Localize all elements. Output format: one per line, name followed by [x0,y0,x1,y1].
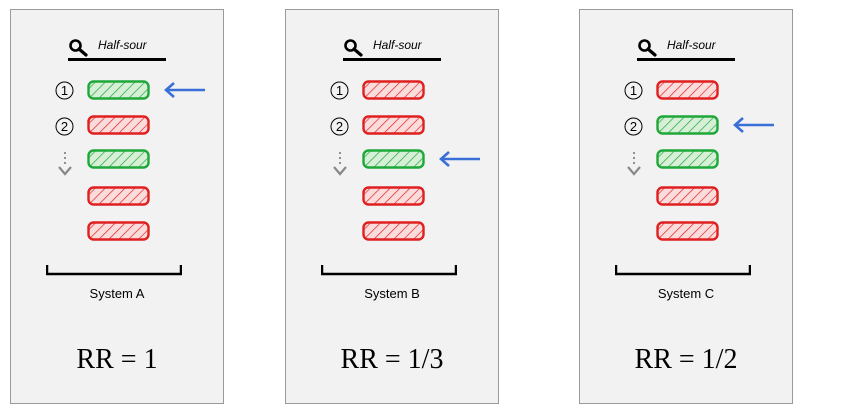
rank-2-marker: 2 [330,117,349,136]
relevant-result-1 [87,80,150,100]
more-results-icon [58,151,72,176]
svg-text:1: 1 [61,83,68,98]
svg-text:2: 2 [61,119,68,134]
search-underline [343,58,441,61]
system-label: System A [89,286,145,301]
search-query: Half-sour [667,38,716,52]
results-bracket-icon [321,265,457,276]
relevant-result-3 [87,149,150,169]
irrelevant-result-4 [87,186,150,206]
irrelevant-result-2 [87,115,150,135]
search-underline [637,58,735,61]
irrelevant-result-1 [362,80,425,100]
first-relevant-arrow-icon [439,151,480,167]
more-results-icon [627,151,641,176]
relevant-result-2 [656,115,719,135]
irrelevant-result-4 [656,186,719,206]
irrelevant-result-5 [87,221,150,241]
system-c-panel: Half-sour 1 2 System C RR = 1/2 [579,9,793,404]
first-relevant-arrow-icon [733,117,774,133]
results-bracket-icon [615,265,751,276]
rank-1-marker: 1 [624,81,643,100]
search-query: Half-sour [98,38,147,52]
relevant-result-3 [362,149,425,169]
search-query: Half-sour [373,38,422,52]
rank-1-marker: 1 [55,81,74,100]
svg-text:1: 1 [630,83,637,98]
rank-2-marker: 2 [624,117,643,136]
relevant-result-3 [656,149,719,169]
irrelevant-result-4 [362,186,425,206]
rr-value: RR = 1/2 [634,344,738,375]
irrelevant-result-5 [362,221,425,241]
system-b-panel: Half-sour 1 2 System B RR = 1/3 [285,9,499,404]
results-bracket-icon [46,265,182,276]
svg-text:2: 2 [336,119,343,134]
search-icon [69,39,88,57]
irrelevant-result-1 [656,80,719,100]
search-underline [68,58,166,61]
system-label: System C [657,286,715,301]
rr-value: RR = 1/3 [340,344,444,375]
search-bar: Half-sour [343,37,441,61]
search-icon [638,39,657,57]
search-bar: Half-sour [637,37,735,61]
system-a-panel: Half-sour 1 2 System A RR = 1 [10,9,224,404]
rank-1-marker: 1 [330,81,349,100]
system-label: System B [364,286,420,301]
more-results-icon [333,151,347,176]
rank-2-marker: 2 [55,117,74,136]
search-icon [344,39,363,57]
search-bar: Half-sour [68,37,166,61]
first-relevant-arrow-icon [164,82,205,98]
svg-text:2: 2 [630,119,637,134]
irrelevant-result-5 [656,221,719,241]
irrelevant-result-2 [362,115,425,135]
rr-value: RR = 1 [76,344,158,375]
svg-text:1: 1 [336,83,343,98]
